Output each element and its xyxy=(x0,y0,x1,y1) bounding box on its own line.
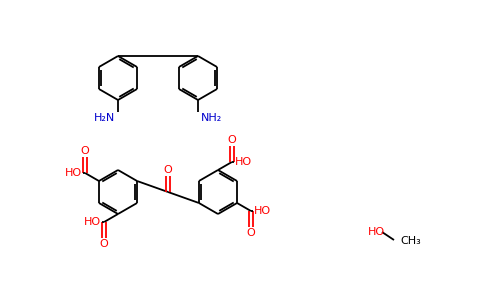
Text: HO: HO xyxy=(84,217,101,227)
Text: HO: HO xyxy=(368,227,385,237)
Text: HO: HO xyxy=(65,168,82,178)
Text: O: O xyxy=(100,239,108,249)
Text: O: O xyxy=(164,165,172,175)
Text: O: O xyxy=(81,146,90,156)
Text: H₂N: H₂N xyxy=(94,113,115,123)
Text: CH₃: CH₃ xyxy=(400,236,421,246)
Text: HO: HO xyxy=(235,157,252,167)
Text: HO: HO xyxy=(254,206,271,216)
Text: O: O xyxy=(227,135,236,145)
Text: O: O xyxy=(246,228,255,238)
Text: NH₂: NH₂ xyxy=(201,113,222,123)
